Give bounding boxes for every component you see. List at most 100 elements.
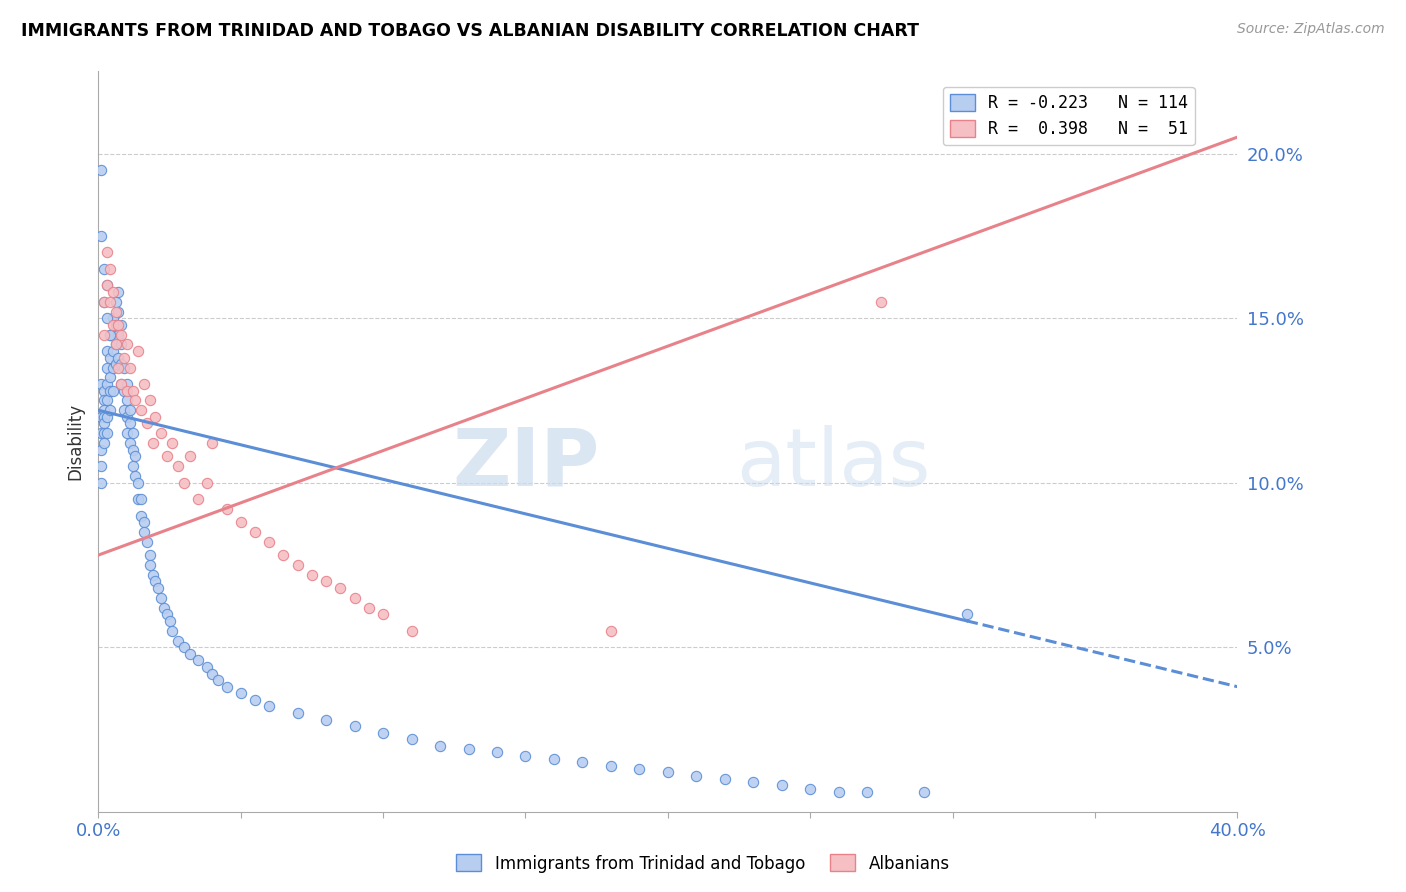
Point [121, 459, 143, 474]
Point [259, 535, 281, 549]
Point [93, 409, 115, 424]
Point [104, 337, 127, 351]
Point [104, 357, 127, 371]
Point [129, 403, 152, 417]
Point [315, 713, 337, 727]
Point [90, 459, 112, 474]
Point [259, 699, 281, 714]
Point [148, 581, 170, 595]
Point [104, 318, 127, 332]
Point [138, 548, 160, 562]
Point [628, 762, 651, 776]
Point [90, 163, 112, 178]
Point [110, 376, 132, 391]
Point [173, 475, 195, 490]
Point [145, 574, 167, 589]
Point [93, 393, 115, 408]
Y-axis label: Disability: Disability [66, 403, 84, 480]
Point [156, 450, 179, 464]
Point [90, 376, 112, 391]
Point [104, 337, 127, 351]
Point [101, 360, 124, 375]
Point [770, 778, 793, 792]
Point [121, 442, 143, 457]
Point [93, 294, 115, 309]
Point [195, 660, 218, 674]
Point [93, 436, 115, 450]
Point [93, 417, 115, 431]
Point [156, 607, 179, 622]
Point [96, 344, 118, 359]
Point [107, 318, 129, 332]
Point [101, 285, 124, 299]
Point [118, 403, 141, 417]
Point [96, 376, 118, 391]
Point [93, 426, 115, 441]
Point [129, 492, 152, 507]
Point [287, 706, 309, 720]
Point [96, 278, 118, 293]
Point [179, 450, 201, 464]
Point [98, 351, 121, 365]
Point [600, 624, 623, 638]
Point [115, 409, 138, 424]
Point [101, 384, 124, 398]
Point [187, 653, 209, 667]
Point [112, 351, 135, 365]
Point [167, 633, 190, 648]
Point [187, 492, 209, 507]
Point [93, 261, 115, 276]
Point [828, 785, 851, 799]
Point [96, 278, 118, 293]
Point [343, 591, 366, 605]
Point [112, 403, 135, 417]
Point [98, 327, 121, 342]
Point [118, 417, 141, 431]
Point [150, 426, 173, 441]
Point [287, 558, 309, 572]
Point [98, 327, 121, 342]
Text: IMMIGRANTS FROM TRINIDAD AND TOBAGO VS ALBANIAN DISABILITY CORRELATION CHART: IMMIGRANTS FROM TRINIDAD AND TOBAGO VS A… [21, 22, 920, 40]
Point [104, 304, 127, 318]
Point [742, 775, 765, 789]
Point [243, 524, 266, 539]
Point [162, 436, 184, 450]
Point [373, 725, 395, 739]
Point [101, 311, 124, 326]
Point [243, 693, 266, 707]
Point [373, 607, 395, 622]
Point [115, 384, 138, 398]
Point [127, 344, 149, 359]
Point [343, 719, 366, 733]
Point [115, 376, 138, 391]
Point [301, 567, 323, 582]
Point [90, 442, 112, 457]
Point [112, 360, 135, 375]
Point [956, 607, 979, 622]
Point [90, 409, 112, 424]
Point [195, 475, 218, 490]
Point [201, 436, 224, 450]
Point [98, 384, 121, 398]
Point [215, 680, 238, 694]
Point [96, 409, 118, 424]
Point [132, 524, 155, 539]
Point [401, 732, 423, 747]
Point [115, 337, 138, 351]
Point [98, 403, 121, 417]
Point [118, 436, 141, 450]
Point [96, 311, 118, 326]
Legend: R = -0.223   N = 114, R =  0.398   N =  51: R = -0.223 N = 114, R = 0.398 N = 51 [943, 87, 1195, 145]
Point [110, 357, 132, 371]
Point [870, 294, 893, 309]
Point [98, 294, 121, 309]
Legend: Immigrants from Trinidad and Tobago, Albanians: Immigrants from Trinidad and Tobago, Alb… [450, 847, 956, 880]
Point [132, 515, 155, 529]
Point [90, 475, 112, 490]
Point [600, 758, 623, 772]
Point [124, 393, 146, 408]
Point [150, 591, 173, 605]
Point [138, 393, 160, 408]
Point [429, 739, 451, 753]
Point [135, 535, 157, 549]
